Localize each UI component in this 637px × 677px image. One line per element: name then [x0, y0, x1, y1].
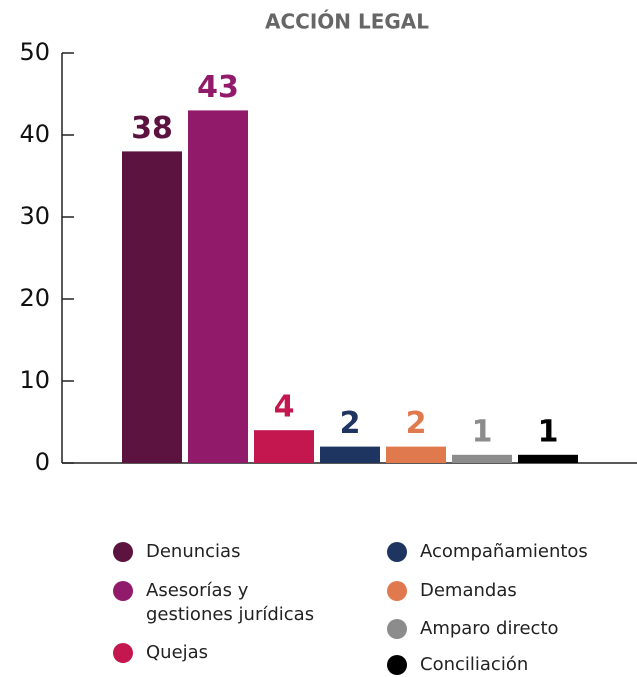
legend-marker	[387, 619, 407, 639]
y-tick-label: 50	[19, 38, 50, 66]
legend-label: Quejas	[146, 642, 209, 663]
legend-label: Amparo directo	[420, 618, 559, 639]
legend-label: Conciliación	[420, 654, 529, 675]
value-label: 43	[197, 70, 239, 105]
legend-label: Acompañamientos	[420, 541, 588, 562]
legend-label: Demandas	[420, 580, 517, 601]
legend-marker	[113, 542, 133, 562]
y-tick-label: 20	[19, 284, 50, 312]
bar	[452, 454, 512, 463]
y-tick-label: 10	[19, 366, 50, 394]
bar	[320, 446, 380, 463]
y-tick-label: 30	[19, 202, 50, 230]
chart-title: ACCIÓN LEGAL	[265, 10, 429, 34]
legend-marker	[113, 581, 133, 601]
y-tick-label: 0	[35, 448, 50, 476]
bar	[188, 110, 248, 464]
value-label: 1	[538, 414, 559, 449]
legend-label: Denuncias	[146, 541, 241, 562]
value-label: 2	[406, 406, 427, 441]
value-label: 4	[274, 390, 295, 425]
bar	[518, 454, 578, 463]
y-tick-label: 40	[19, 120, 50, 148]
legend-marker	[387, 542, 407, 562]
bar	[386, 446, 446, 463]
legend-marker	[387, 581, 407, 601]
legend-marker	[113, 643, 133, 663]
bar	[122, 151, 182, 463]
legend-label: Asesorías y gestiones jurídicas	[146, 580, 315, 625]
value-label: 1	[472, 414, 493, 449]
legend-marker	[387, 655, 407, 675]
value-label: 2	[340, 406, 361, 441]
value-label: 38	[131, 111, 173, 146]
bar	[254, 430, 314, 463]
